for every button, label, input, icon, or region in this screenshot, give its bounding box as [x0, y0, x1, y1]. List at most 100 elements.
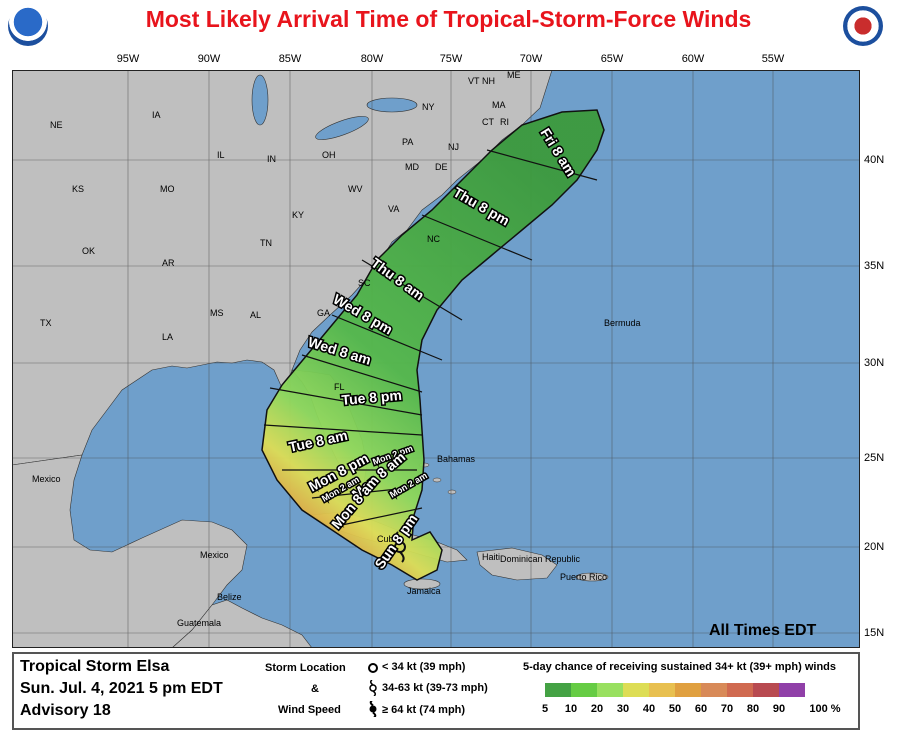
state-label: NY	[422, 102, 435, 112]
place-label: Guatemala	[177, 618, 221, 628]
state-label: VA	[388, 204, 399, 214]
hispaniola	[476, 547, 558, 581]
state-label: IA	[152, 110, 161, 120]
scale-swatch	[779, 683, 805, 697]
time-contours	[263, 149, 598, 526]
scale-label: 10	[564, 703, 578, 715]
state-label: MS	[210, 308, 224, 318]
state-label: SC	[358, 278, 371, 288]
state-label: AL	[250, 310, 261, 320]
scale-label: 80	[746, 703, 760, 715]
lat-label: 25N	[864, 452, 885, 464]
state-label: TX	[40, 318, 52, 328]
lat-label: 30N	[864, 357, 885, 369]
scale-swatch	[571, 683, 597, 697]
lon-label: 80W	[360, 53, 384, 65]
noaa-logo-icon	[8, 6, 48, 46]
state-label: ME	[507, 70, 521, 80]
scale-swatch	[623, 683, 649, 697]
map-frame	[12, 70, 860, 648]
place-label: Mexico	[32, 474, 61, 484]
scale-label: 100 %	[809, 703, 841, 715]
state-label: NJ	[448, 142, 459, 152]
map-title: Most Likely Arrival Time of Tropical-Sto…	[145, 6, 752, 32]
state-label: TN	[260, 238, 272, 248]
lon-label: 75W	[439, 53, 463, 65]
place-label: Jamaica	[407, 586, 441, 596]
legend-mid: 34-63 kt (39-73 mph)	[382, 682, 488, 694]
scale-swatch	[753, 683, 779, 697]
place-label: Belize	[217, 592, 242, 602]
scale-label: 60	[694, 703, 708, 715]
puerto-rico	[575, 572, 609, 582]
weak-storm-icon	[368, 663, 378, 673]
legend-low: < 34 kt (39 mph)	[382, 661, 466, 673]
state-label: KS	[72, 184, 84, 194]
place-label: Dominican Republic	[500, 554, 581, 564]
legend-panel: Tropical Storm Elsa Sun. Jul. 4, 2021 5 …	[12, 652, 860, 730]
all-times-label: All Times EDT	[709, 622, 817, 639]
state-label: VT	[468, 76, 480, 86]
state-label: RI	[500, 117, 509, 127]
state-label: GA	[317, 308, 330, 318]
state-label: AR	[162, 258, 175, 268]
lon-label: 90W	[197, 53, 221, 65]
state-label: NH	[482, 76, 495, 86]
state-label: OK	[82, 246, 95, 256]
state-label: LA	[162, 332, 173, 342]
scale-swatch	[727, 683, 753, 697]
legend-title-wind-speed: Wind Speed	[278, 704, 341, 716]
lon-label: 55W	[761, 53, 785, 65]
scale-swatch	[675, 683, 701, 697]
scale-label: 50	[668, 703, 682, 715]
state-label: CT	[482, 117, 494, 127]
lon-label: 65W	[600, 53, 624, 65]
state-label: PA	[402, 137, 413, 147]
issue-date: Sun. Jul. 4, 2021 5 pm EDT	[20, 680, 223, 697]
lake-michigan	[251, 74, 269, 126]
tropical-storm-icon	[367, 679, 379, 697]
scale-swatch	[649, 683, 675, 697]
state-label: MD	[405, 162, 419, 172]
state-label: KY	[292, 210, 304, 220]
state-label: IN	[267, 154, 276, 164]
state-label: NE	[50, 120, 63, 130]
central-america	[171, 599, 313, 648]
storm-location-icon	[394, 531, 406, 563]
scale-swatch	[597, 683, 623, 697]
state-label: NC	[427, 234, 440, 244]
lat-label: 35N	[864, 260, 885, 272]
scale-label: 20	[590, 703, 604, 715]
state-label: DE	[435, 162, 448, 172]
legend-ampersand: &	[311, 683, 319, 695]
graticule	[12, 70, 860, 648]
map-canvas: NE IA IL IN OH PA NY VT NH ME MA CT RI N…	[12, 70, 860, 648]
lake-ontario	[366, 97, 418, 113]
scale-swatch	[545, 683, 571, 697]
probability-title: 5-day chance of receiving sustained 34+ …	[523, 661, 836, 673]
storm-name: Tropical Storm Elsa	[20, 658, 170, 675]
place-label: Haiti	[482, 552, 500, 562]
advisory-number: Advisory 18	[20, 702, 111, 719]
place-label: Cuba	[377, 534, 399, 544]
scale-label: 70	[720, 703, 734, 715]
legend-title-storm-location: Storm Location	[265, 662, 346, 674]
scale-swatch	[701, 683, 727, 697]
lon-label: 70W	[519, 53, 543, 65]
place-label: Puerto Rico	[560, 572, 607, 582]
state-label: FL	[334, 382, 345, 392]
lon-label: 60W	[681, 53, 705, 65]
state-label: OH	[322, 150, 336, 160]
lon-label: 95W	[116, 53, 140, 65]
place-label: Bermuda	[604, 318, 641, 328]
legend-high: ≥ 64 kt (74 mph)	[382, 704, 466, 716]
scale-label: 40	[642, 703, 656, 715]
scale-label: 5	[541, 703, 549, 715]
lat-label: 40N	[864, 154, 885, 166]
place-label: Bahamas	[437, 454, 476, 464]
state-label: MA	[492, 100, 506, 110]
scale-label: 30	[616, 703, 630, 715]
state-label: IL	[217, 150, 225, 160]
lat-label: 20N	[864, 541, 885, 553]
hurricane-icon	[367, 699, 379, 719]
